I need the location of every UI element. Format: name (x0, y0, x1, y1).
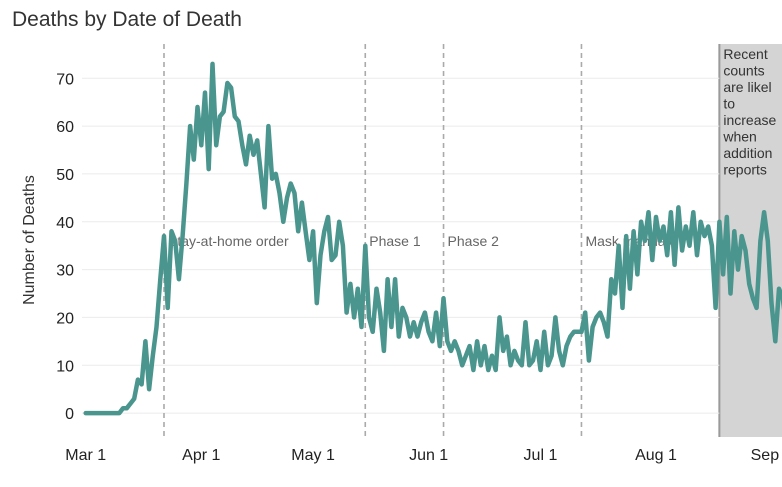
y-tick-label-10: 10 (56, 358, 74, 375)
x-tick-label-mar-1: Mar 1 (65, 447, 106, 464)
y-tick-label-30: 30 (56, 263, 74, 280)
x-tick-label-apr-1: Apr 1 (182, 447, 220, 464)
x-tick-label-sep-1: Sep 1 (751, 447, 782, 464)
x-tick-label-jul-1: Jul 1 (524, 447, 558, 464)
event-label-phase-2: Phase 2 (448, 233, 500, 249)
y-axis-label: Number of Deaths (21, 175, 38, 305)
y-tick-label-60: 60 (56, 119, 74, 136)
note-line: counts (723, 63, 764, 79)
note-line: Recent (723, 46, 767, 62)
note-line: are likel (723, 79, 771, 95)
event-label-stay-at-home-order: Stay-at-home order (168, 233, 289, 249)
note-line: addition (723, 145, 772, 161)
axes: 0 10 20 30 40 50 60 70 Mar 1 Apr 1 May 1 Jun 1 Jul 1… (56, 71, 782, 464)
note-line: reports (723, 162, 767, 178)
event-lines: Stay-at-home order Phase 1 Phase 2 Mask man… (163, 44, 677, 437)
y-tick-label-20: 20 (56, 310, 74, 327)
note-line: to (723, 96, 735, 112)
x-tick-label-may-1: May 1 (291, 447, 335, 464)
event-label-phase-1: Phase 1 (369, 233, 421, 249)
chart-title: Deaths by Date of Death (12, 8, 242, 31)
x-tick-label-aug-1: Aug 1 (635, 447, 677, 464)
gridlines (82, 77, 720, 414)
series-line-deaths (83, 61, 782, 416)
y-tick-label-40: 40 (56, 215, 74, 232)
note-line: increase (723, 112, 776, 128)
series-layer (83, 61, 782, 416)
x-tick-label-jun-1: Jun 1 (409, 447, 448, 464)
y-tick-label-50: 50 (56, 167, 74, 184)
y-tick-label-0: 0 (65, 406, 74, 423)
y-tick-label-70: 70 (56, 71, 74, 88)
note-line: when (722, 129, 756, 145)
